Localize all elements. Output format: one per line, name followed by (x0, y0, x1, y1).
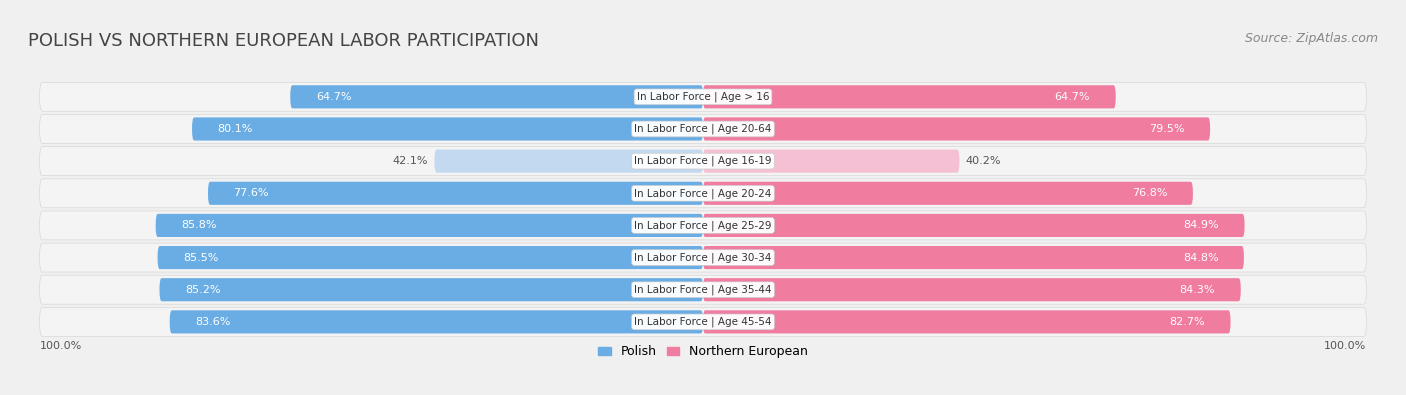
Text: In Labor Force | Age 45-54: In Labor Force | Age 45-54 (634, 317, 772, 327)
FancyBboxPatch shape (39, 147, 1367, 176)
Text: In Labor Force | Age 30-34: In Labor Force | Age 30-34 (634, 252, 772, 263)
Text: In Labor Force | Age 16-19: In Labor Force | Age 16-19 (634, 156, 772, 166)
Text: 40.2%: 40.2% (966, 156, 1001, 166)
FancyBboxPatch shape (157, 246, 703, 269)
FancyBboxPatch shape (703, 85, 1116, 108)
FancyBboxPatch shape (156, 214, 703, 237)
Text: 84.9%: 84.9% (1184, 220, 1219, 230)
Text: In Labor Force | Age 35-44: In Labor Force | Age 35-44 (634, 284, 772, 295)
Text: 77.6%: 77.6% (233, 188, 269, 198)
Text: Source: ZipAtlas.com: Source: ZipAtlas.com (1244, 32, 1378, 45)
FancyBboxPatch shape (703, 246, 1244, 269)
FancyBboxPatch shape (703, 182, 1192, 205)
Legend: Polish, Northern European: Polish, Northern European (593, 340, 813, 363)
Text: 76.8%: 76.8% (1132, 188, 1167, 198)
FancyBboxPatch shape (39, 307, 1367, 337)
Text: In Labor Force | Age 25-29: In Labor Force | Age 25-29 (634, 220, 772, 231)
FancyBboxPatch shape (39, 115, 1367, 143)
FancyBboxPatch shape (39, 211, 1367, 240)
FancyBboxPatch shape (290, 85, 703, 108)
Text: POLISH VS NORTHERN EUROPEAN LABOR PARTICIPATION: POLISH VS NORTHERN EUROPEAN LABOR PARTIC… (28, 32, 538, 50)
Text: 85.5%: 85.5% (183, 252, 218, 263)
FancyBboxPatch shape (159, 278, 703, 301)
FancyBboxPatch shape (39, 82, 1367, 111)
Text: 79.5%: 79.5% (1149, 124, 1185, 134)
FancyBboxPatch shape (39, 179, 1367, 208)
Text: 85.2%: 85.2% (186, 285, 221, 295)
FancyBboxPatch shape (703, 214, 1244, 237)
Text: In Labor Force | Age 20-64: In Labor Force | Age 20-64 (634, 124, 772, 134)
FancyBboxPatch shape (193, 117, 703, 141)
FancyBboxPatch shape (434, 150, 703, 173)
Text: 100.0%: 100.0% (1324, 341, 1367, 351)
Text: In Labor Force | Age > 16: In Labor Force | Age > 16 (637, 92, 769, 102)
Text: 42.1%: 42.1% (392, 156, 427, 166)
Text: 80.1%: 80.1% (218, 124, 253, 134)
Text: 85.8%: 85.8% (181, 220, 217, 230)
Text: 83.6%: 83.6% (195, 317, 231, 327)
Text: 64.7%: 64.7% (316, 92, 352, 102)
Text: 64.7%: 64.7% (1054, 92, 1090, 102)
FancyBboxPatch shape (39, 243, 1367, 272)
FancyBboxPatch shape (170, 310, 703, 333)
FancyBboxPatch shape (703, 117, 1211, 141)
FancyBboxPatch shape (39, 275, 1367, 304)
Text: 100.0%: 100.0% (39, 341, 82, 351)
Text: In Labor Force | Age 20-24: In Labor Force | Age 20-24 (634, 188, 772, 199)
FancyBboxPatch shape (208, 182, 703, 205)
Text: 84.3%: 84.3% (1180, 285, 1215, 295)
FancyBboxPatch shape (703, 278, 1240, 301)
FancyBboxPatch shape (703, 310, 1230, 333)
Text: 82.7%: 82.7% (1170, 317, 1205, 327)
FancyBboxPatch shape (703, 150, 959, 173)
Text: 84.8%: 84.8% (1182, 252, 1219, 263)
